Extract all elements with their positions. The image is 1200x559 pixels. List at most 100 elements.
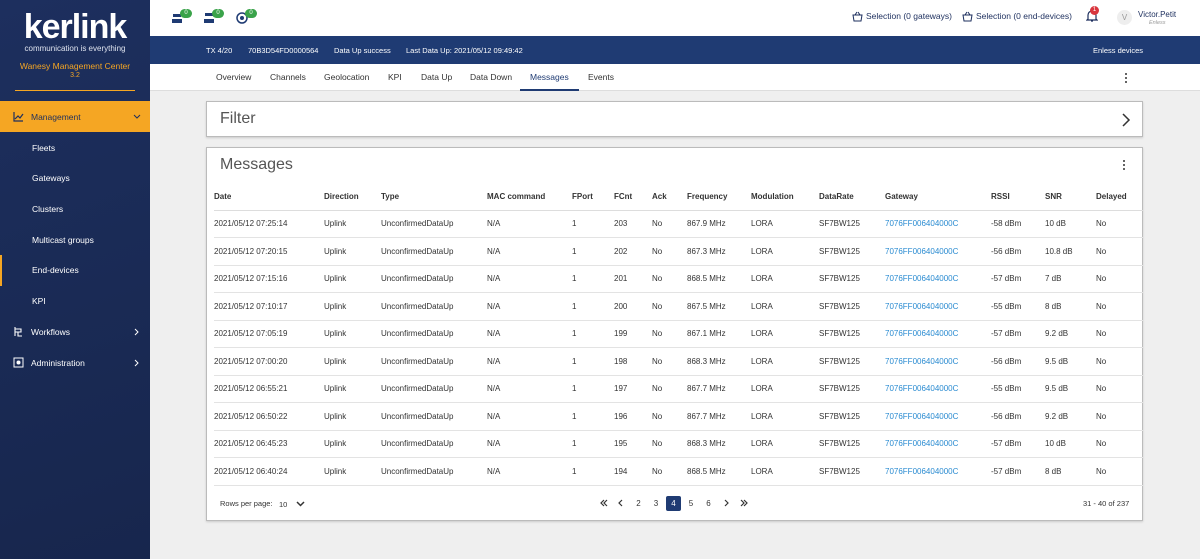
table-row[interactable]: 2021/05/12 07:20:15 Uplink UnconfirmedData… [214, 237, 1143, 266]
tab[interactable]: Overview [216, 72, 252, 82]
tab[interactable]: Messages [520, 64, 579, 91]
table-row[interactable]: 2021/05/12 07:25:14 Uplink UnconfirmedData… [214, 210, 1143, 238]
table-cell: No [1096, 320, 1143, 348]
table-row[interactable]: 2021/05/12 07:05:19 Uplink UnconfirmedData… [214, 320, 1143, 348]
table-row[interactable]: 2021/05/12 06:45:23 Uplink UnconfirmedData… [214, 430, 1143, 458]
nav-item[interactable]: Clusters [32, 203, 64, 214]
selection-gateways[interactable]: Selection (0 gateways) [866, 11, 952, 21]
notification-count: 1 [1090, 6, 1099, 15]
column-header[interactable]: Frequency [687, 183, 751, 211]
tab[interactable]: Geolocation [324, 72, 370, 82]
next-page[interactable] [723, 499, 729, 507]
column-header[interactable]: Type [381, 183, 487, 211]
more-menu[interactable] [1121, 159, 1127, 171]
table-cell[interactable]: 7076FF006404000C [885, 210, 991, 238]
table-cell[interactable]: 7076FF006404000C [885, 375, 991, 403]
table-cell[interactable]: 7076FF006404000C [885, 402, 991, 431]
nav-administration[interactable]: Administration [0, 347, 150, 378]
table-cell: LORA [751, 292, 819, 321]
nav-management[interactable]: Management [0, 101, 150, 132]
table-row[interactable]: 2021/05/12 06:40:24 Uplink UnconfirmedData… [214, 457, 1143, 486]
more-menu[interactable] [1123, 72, 1129, 84]
table-cell: -57 dBm [991, 265, 1045, 293]
table-cell: 201 [614, 265, 652, 293]
table-cell[interactable]: 7076FF006404000C [885, 347, 991, 376]
column-header[interactable]: FPort [572, 183, 614, 211]
nav-workflows[interactable]: Workflows [0, 316, 150, 347]
table-cell[interactable]: 7076FF006404000C [885, 430, 991, 458]
table-cell: No [1096, 375, 1143, 403]
column-header[interactable]: Modulation [751, 183, 819, 211]
nav-item[interactable]: Fleets [32, 142, 56, 153]
tab[interactable]: Data Down [470, 72, 513, 82]
tab[interactable]: Channels [270, 72, 306, 82]
column-header[interactable]: DataRate [819, 183, 885, 211]
page-button[interactable]: 2 [636, 499, 641, 508]
table-cell: UnconfirmedDataUp [381, 320, 487, 348]
table-row[interactable]: 2021/05/12 06:55:21 Uplink UnconfirmedData… [214, 375, 1143, 403]
column-header[interactable]: SNR [1045, 183, 1096, 211]
table-cell: 2021/05/12 06:55:21 [214, 375, 324, 403]
logo: kerlink [23, 8, 128, 46]
table-cell: -56 dBm [991, 402, 1045, 431]
fleet[interactable]: Enless devices [1093, 46, 1144, 55]
last-page[interactable] [739, 499, 749, 507]
page-button[interactable]: 4 [666, 496, 681, 511]
table-cell: 1 [572, 237, 614, 266]
prev-page[interactable] [618, 499, 624, 507]
chevron [134, 359, 139, 366]
column-header[interactable]: Delayed [1096, 183, 1143, 211]
page-button[interactable]: 5 [688, 499, 694, 508]
selection-end-devices[interactable]: Selection (0 end-devices) [976, 11, 1072, 21]
antenna-icon[interactable] [235, 11, 249, 25]
tab[interactable]: Events [588, 72, 614, 82]
nav-item[interactable]: Multicast groups [32, 234, 94, 245]
table-cell: 2021/05/12 07:15:16 [214, 265, 324, 293]
nav-item[interactable]: Gateways [32, 173, 70, 184]
avatar[interactable]: V [1117, 10, 1132, 25]
table-cell[interactable]: 7076FF006404000C [885, 457, 991, 486]
column-header[interactable]: FCnt [614, 183, 652, 211]
table-cell: Uplink [324, 210, 381, 238]
table-cell: -55 dBm [991, 292, 1045, 321]
table-cell: -57 dBm [991, 430, 1045, 458]
range: 31 - 40 of 237 [1083, 499, 1130, 508]
first-page[interactable] [599, 499, 609, 507]
nav-item[interactable]: KPI [32, 296, 46, 306]
tab[interactable]: Data Up [421, 72, 453, 82]
expand-icon[interactable] [1121, 113, 1131, 127]
gateway-icon[interactable] [170, 11, 184, 25]
column-header[interactable]: Direction [324, 183, 381, 211]
column-header[interactable]: Gateway [885, 183, 991, 211]
table-cell[interactable]: 7076FF006404000C [885, 320, 991, 348]
page-button[interactable]: 6 [706, 499, 711, 508]
rows-per-page[interactable]: 10 [279, 500, 288, 509]
column-header[interactable]: RSSI [991, 183, 1045, 211]
table-row[interactable]: 2021/05/12 06:50:22 Uplink UnconfirmedData… [214, 402, 1143, 431]
device-icon[interactable] [202, 11, 216, 25]
dropdown-icon[interactable] [296, 499, 305, 508]
table-row[interactable]: 2021/05/12 07:15:16 Uplink UnconfirmedData… [214, 265, 1143, 293]
table-cell: -57 dBm [991, 320, 1045, 348]
table-row[interactable]: 2021/05/12 07:10:17 Uplink UnconfirmedData… [214, 292, 1143, 321]
messages-table: Date Direction Type MAC command FPort FCnt Ack… [214, 183, 1143, 486]
topbar: 0 0 0 Selection (0 gateways) Selection (… [150, 0, 1200, 36]
table-cell[interactable]: 7076FF006404000C [885, 265, 991, 293]
nav-item[interactable]: End-devices [0, 254, 150, 286]
filter-card[interactable]: Filter [206, 101, 1143, 137]
table-cell: 195 [614, 430, 652, 458]
column-header[interactable]: MAC command [487, 183, 572, 211]
tab[interactable]: KPI [388, 72, 402, 82]
table-cell: 2021/05/12 07:00:20 [214, 347, 324, 376]
table-row[interactable]: 2021/05/12 07:00:20 Uplink UnconfirmedData… [214, 347, 1143, 376]
messages-title: Messages [220, 156, 293, 173]
column-header[interactable]: Ack [652, 183, 687, 211]
column-header[interactable]: Date [214, 183, 324, 211]
table-cell[interactable]: 7076FF006404000C [885, 292, 991, 321]
tabs: Overview Channels Geolocation KPI Data Up Dat… [150, 64, 1200, 91]
page-button[interactable]: 3 [653, 499, 659, 508]
device-bar: TX 4/20 70B3D54FD0000564 Data Up success… [150, 36, 1200, 64]
table-cell: N/A [487, 347, 572, 376]
table-cell[interactable]: 7076FF006404000C [885, 237, 991, 266]
